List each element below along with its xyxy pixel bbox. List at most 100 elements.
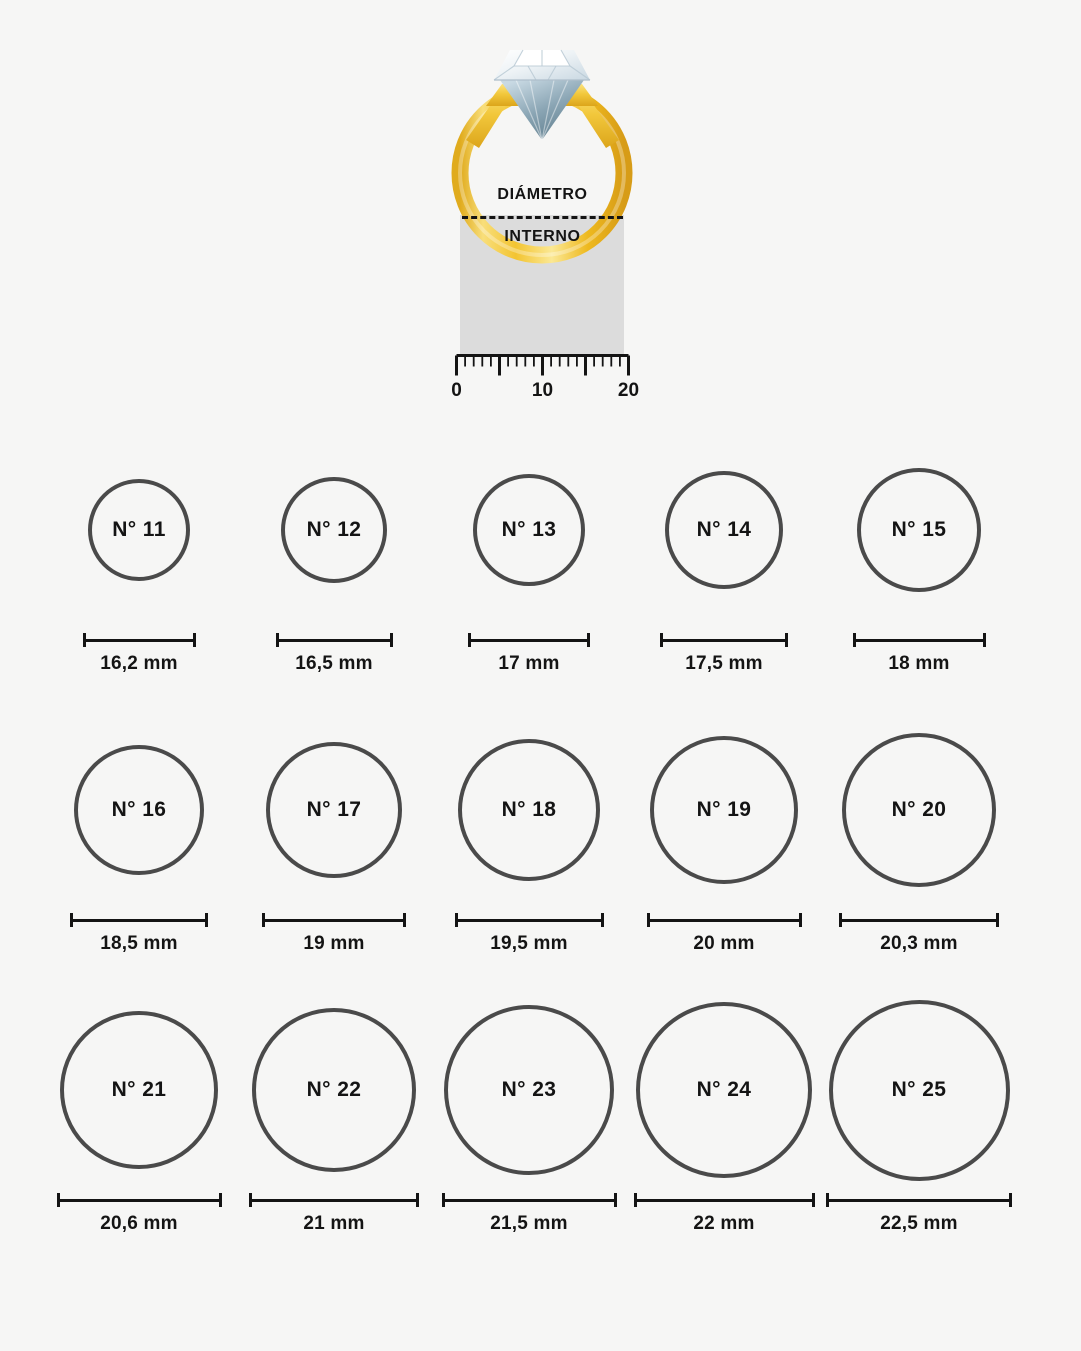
ruler-tick-label-20: 20 [617, 380, 640, 401]
ring-size-cell-15[interactable]: N° 15 18 mm [821, 435, 1017, 715]
ring-size-label: N° 12 [306, 518, 362, 541]
diameter-mm-label-22: 21 mm [303, 1213, 365, 1234]
diameter-mm-label-16: 18,5 mm [100, 933, 178, 954]
ring-size-label: N° 15 [891, 518, 947, 541]
diameter-label-top: DIÁMETRO [497, 186, 588, 203]
diameter-text-zone: 21,5 mm [431, 1213, 627, 1235]
dimension-bar [56, 1198, 222, 1202]
dimension-line-zone [431, 1183, 627, 1217]
ring-size-cell-21[interactable]: N° 21 20,6 mm [41, 995, 237, 1275]
ring-circle-zone: N° 22 [236, 995, 432, 1185]
diameter-text-zone: 21 mm [236, 1213, 432, 1235]
ring-circle-zone: N° 15 [821, 435, 1017, 625]
ring-circle-zone: N° 23 [431, 995, 627, 1185]
diameter-mm-label-24: 22 mm [693, 1213, 755, 1234]
dimension-bar [468, 638, 590, 642]
dimension-line-zone [821, 623, 1017, 657]
ring-circle-zone: N° 20 [821, 715, 1017, 905]
ring-size-cell-13[interactable]: N° 13 17 mm [431, 435, 627, 715]
ring-circle-15[interactable]: N° 15 [857, 468, 981, 592]
diameter-mm-label-20: 20,3 mm [880, 933, 958, 954]
ring-size-cell-16[interactable]: N° 16 18,5 mm [41, 715, 237, 995]
ring-circle-16[interactable]: N° 16 [74, 745, 204, 875]
ring-size-label: N° 23 [501, 1078, 557, 1101]
diameter-text-zone: 17 mm [431, 653, 627, 675]
ring-size-cell-17[interactable]: N° 17 19 mm [236, 715, 432, 995]
diameter-mm-label-12: 16,5 mm [295, 653, 373, 674]
ring-size-cell-22[interactable]: N° 22 21 mm [236, 995, 432, 1275]
size-row: N° 21 20,6 mm N° 22 21 mm N° 23 21,5 mm N° 24 2… [0, 995, 1081, 1275]
ring-circle-21[interactable]: N° 21 [60, 1011, 218, 1169]
dimension-bar [454, 918, 604, 922]
dimension-line-22 [249, 1193, 419, 1207]
ring-circle-23[interactable]: N° 23 [444, 1005, 614, 1175]
ring-circle-17[interactable]: N° 17 [266, 742, 402, 878]
ring-circle-19[interactable]: N° 19 [650, 736, 798, 884]
ring-size-grid: N° 11 16,2 mm N° 12 16,5 mm N° 13 17 mm N° 14 1… [0, 435, 1081, 1275]
ring-circle-24[interactable]: N° 24 [636, 1002, 812, 1178]
ring-circle-zone: N° 13 [431, 435, 627, 625]
dimension-bar [275, 638, 393, 642]
diameter-mm-label-14: 17,5 mm [685, 653, 763, 674]
ring-circle-20[interactable]: N° 20 [842, 733, 996, 887]
dimension-line-13 [468, 633, 590, 647]
ring-circle-11[interactable]: N° 11 [88, 479, 190, 581]
diameter-text-zone: 20,6 mm [41, 1213, 237, 1235]
dimension-line-25 [826, 1193, 1012, 1207]
size-row: N° 11 16,2 mm N° 12 16,5 mm N° 13 17 mm N° 14 1… [0, 435, 1081, 715]
ring-circle-12[interactable]: N° 12 [281, 477, 387, 583]
ring-size-label: N° 16 [111, 798, 167, 821]
dimension-line-zone [236, 1183, 432, 1217]
ring-size-cell-25[interactable]: N° 25 22,5 mm [821, 995, 1017, 1275]
dimension-line-16 [70, 913, 208, 927]
ring-circle-13[interactable]: N° 13 [473, 474, 585, 586]
ring-size-cell-11[interactable]: N° 11 16,2 mm [41, 435, 237, 715]
ring-circle-zone: N° 11 [41, 435, 237, 625]
ring-size-cell-19[interactable]: N° 19 20 mm [626, 715, 822, 995]
diameter-mm-label-19: 20 mm [693, 933, 755, 954]
ring-circle-zone: N° 19 [626, 715, 822, 905]
dimension-line-11 [82, 633, 196, 647]
dimension-line-zone [236, 623, 432, 657]
diameter-text-zone: 16,5 mm [236, 653, 432, 675]
ring-size-cell-14[interactable]: N° 14 17,5 mm [626, 435, 822, 715]
ring-circle-25[interactable]: N° 25 [828, 999, 1010, 1181]
dimension-line-21 [56, 1193, 222, 1207]
diameter-label-bottom: INTERNO [504, 228, 581, 245]
ring-circle-zone: N° 24 [626, 995, 822, 1185]
ring-size-cell-20[interactable]: N° 20 20,3 mm [821, 715, 1017, 995]
ring-size-cell-12[interactable]: N° 12 16,5 mm [236, 435, 432, 715]
ring-circle-18[interactable]: N° 18 [458, 739, 600, 881]
dimension-line-zone [821, 1183, 1017, 1217]
dimension-line-23 [441, 1193, 617, 1207]
diameter-mm-label-18: 19,5 mm [490, 933, 568, 954]
ring-circle-22[interactable]: N° 22 [252, 1008, 416, 1172]
dimension-bar [262, 918, 406, 922]
ring-illustration: DIÁMETRO INTERNO 0 10 20 [430, 28, 655, 401]
dimension-line-17 [262, 913, 406, 927]
ring-size-label: N° 19 [696, 798, 752, 821]
ring-size-cell-24[interactable]: N° 24 22 mm [626, 995, 822, 1275]
diameter-text-zone: 22 mm [626, 1213, 822, 1235]
ring-circle-zone: N° 14 [626, 435, 822, 625]
ring-size-cell-18[interactable]: N° 18 19,5 mm [431, 715, 627, 995]
ring-size-label: N° 14 [696, 518, 752, 541]
diameter-text-zone: 19,5 mm [431, 933, 627, 955]
ring-size-label: N° 25 [891, 1078, 947, 1101]
dimension-bar [70, 918, 208, 922]
dimension-line-zone [41, 1183, 237, 1217]
diameter-text-zone: 20 mm [626, 933, 822, 955]
diameter-mm-label-25: 22,5 mm [880, 1213, 958, 1234]
ring-circle-zone: N° 25 [821, 995, 1017, 1185]
dimension-line-zone [41, 623, 237, 657]
dimension-line-24 [633, 1193, 815, 1207]
ring-size-cell-23[interactable]: N° 23 21,5 mm [431, 995, 627, 1275]
dimension-line-zone [41, 903, 237, 937]
ring-size-label: N° 22 [306, 1078, 362, 1101]
diameter-text-zone: 17,5 mm [626, 653, 822, 675]
ring-circle-14[interactable]: N° 14 [665, 471, 783, 589]
ring-circle-zone: N° 18 [431, 715, 627, 905]
dimension-line-zone [431, 623, 627, 657]
diameter-text-zone: 18,5 mm [41, 933, 237, 955]
dimension-bar [249, 1198, 419, 1202]
